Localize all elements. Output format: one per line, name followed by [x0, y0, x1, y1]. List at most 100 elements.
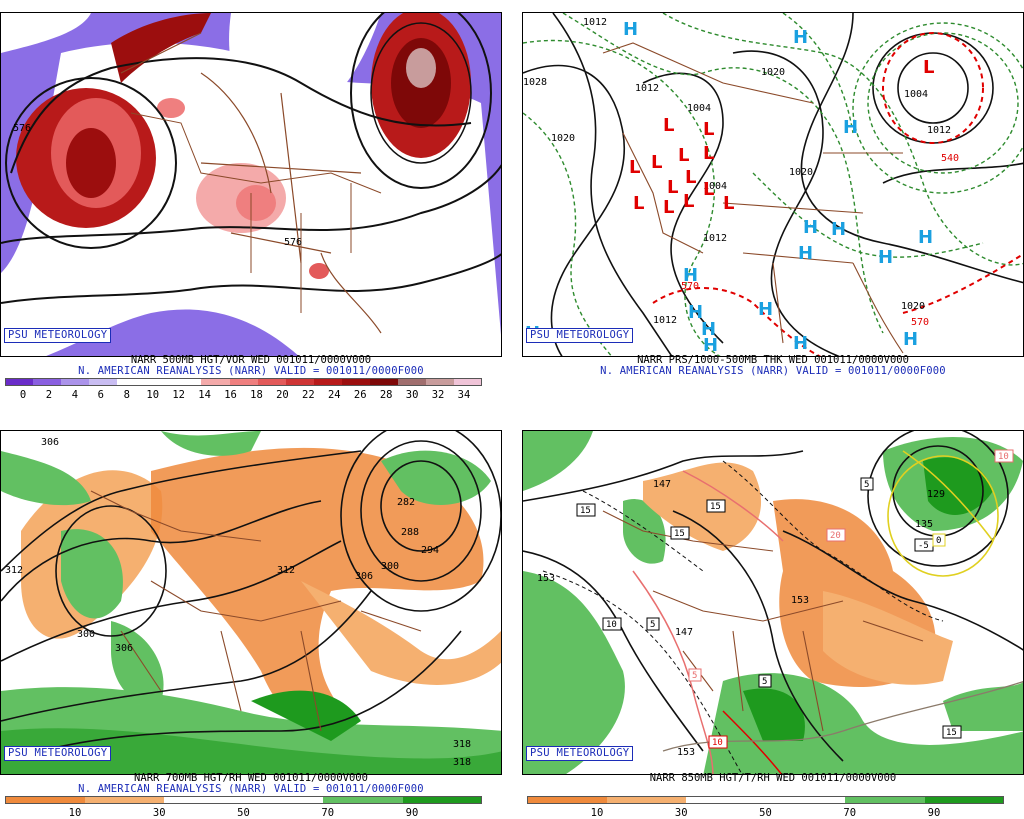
temperature-label: 5: [864, 480, 869, 490]
colorbar-swatch: [61, 378, 90, 386]
rh-colorbar-ticks: 10 30 50 70 90: [527, 807, 1004, 819]
high-pressure-symbol: H: [803, 217, 818, 238]
colorbar-tick-label: 50: [237, 807, 250, 819]
colorbar-swatch: [606, 796, 686, 804]
colorbar-swatch: [84, 796, 164, 804]
high-pressure-symbol: H: [623, 19, 638, 40]
caption-title: NARR PRS/1000-500MB THK WED 001011/0000V…: [637, 354, 909, 366]
pressure-label: 1004: [703, 181, 727, 192]
vor-label: 576: [13, 123, 31, 134]
colorbar-tick-label: 50: [759, 807, 772, 819]
height-label: 153: [537, 573, 555, 584]
pressure-label: 1012: [635, 83, 659, 94]
pressure-label: 1020: [761, 67, 785, 78]
rh-colorbar: [527, 796, 1004, 804]
high-pressure-symbol: H: [683, 265, 698, 286]
rh850-map: 147 153 153 147 153 129 135 -5 0 5 10 15 15 5 1…: [522, 430, 1024, 775]
colorbar-swatch: [686, 796, 766, 804]
colorbar-tick-label: 30: [674, 807, 688, 819]
vor-label: 576: [284, 237, 302, 248]
high-pressure-symbol: H: [793, 27, 808, 48]
temperature-label-box: [708, 735, 728, 749]
colorbar-tick-label: 18: [250, 389, 263, 401]
pressure-label: 1004: [687, 103, 711, 114]
height-label: 153: [677, 747, 695, 758]
temperature-label-box: [670, 526, 690, 540]
colorbar-swatch: [89, 378, 118, 386]
colorbar-swatch: [5, 796, 85, 804]
rh700-map: 312 312 306 300 306 282 288 294 300 306 …: [0, 430, 502, 775]
temperature-label-box: [994, 449, 1014, 463]
colorbar-swatch: [117, 378, 146, 386]
low-pressure-symbol: L: [629, 157, 640, 178]
temperature-label: -5: [918, 541, 929, 551]
colorbar-tick-label: 20: [276, 389, 289, 401]
high-pressure-symbol: H: [703, 335, 718, 356]
temperature-label: 5: [692, 671, 697, 681]
temperature-label-box: [576, 503, 596, 517]
height-label: 135: [915, 519, 933, 530]
vorticity-map: 576 576: [0, 12, 502, 357]
low-pressure-symbol: L: [923, 57, 934, 78]
temperature-label: 20: [830, 531, 841, 541]
height-label: 288: [401, 527, 419, 538]
colorbar-border: [5, 796, 482, 804]
pressure-label: 1028: [523, 77, 547, 88]
colorbar-swatch: [173, 378, 202, 386]
low-pressure-symbol: L: [703, 119, 714, 140]
colorbar-tick-label: 70: [843, 807, 857, 819]
high-pressure-symbol: H: [918, 227, 933, 248]
pressure-label: 1012: [703, 233, 727, 244]
colorbar-swatch: [323, 796, 403, 804]
height-label: 312: [277, 565, 295, 576]
colorbar-swatch: [845, 796, 925, 804]
colorbar-tick-label: 24: [327, 389, 341, 401]
colorbar-swatch: [164, 796, 244, 804]
temperature-label-box: [758, 674, 772, 688]
height-label: 306: [41, 437, 59, 448]
low-pressure-symbol: L: [703, 179, 714, 200]
rh-colorbar-ticks: 10 30 50 70 90: [5, 807, 482, 819]
high-pressure-symbol: H: [701, 319, 716, 340]
low-pressure-symbol: L: [723, 193, 734, 214]
colorbar-tick-label: 30: [152, 807, 166, 819]
temperature-label-box: [706, 499, 726, 513]
colorbar-swatch: [243, 796, 323, 804]
colorbar-tick-label: 28: [379, 389, 393, 401]
caption-valid: N. AMERICAN REANALYSIS (NARR) VALID = 00…: [600, 365, 946, 377]
colorbar-tick-label: 8: [123, 389, 130, 401]
colorbar-tick-label: 90: [405, 807, 419, 819]
colorbar-tick-label: 34: [457, 389, 471, 401]
colorbar-tick-label: 10: [68, 807, 82, 819]
colorbar-tick-label: 26: [353, 389, 367, 401]
high-pressure-symbol: H: [758, 299, 773, 320]
colorbar-tick-label: 0: [19, 389, 27, 401]
psu-badge: PSU METEOROLOGY: [4, 746, 112, 761]
pressure-label: 1012: [583, 17, 607, 28]
height-label: 318: [453, 757, 471, 768]
temperature-label: 15: [580, 506, 591, 516]
pressure-label: 1020: [789, 167, 813, 178]
temperature-label-box: [602, 617, 622, 631]
thickness-label: 540: [941, 153, 959, 164]
temperature-label-box: [688, 668, 702, 682]
colorbar-border: [527, 796, 1004, 804]
temperature-label-box: [826, 528, 846, 542]
high-pressure-symbol: H: [843, 117, 858, 138]
colorbar-tick-label: 4: [71, 389, 79, 401]
caption-valid: N. AMERICAN REANALYSIS (NARR) VALID = 00…: [78, 365, 424, 377]
low-pressure-symbol: L: [663, 197, 674, 218]
colorbar-tick-label: 14: [198, 389, 211, 401]
colorbar-tick-label: 22: [302, 389, 315, 401]
low-pressure-symbol: L: [683, 191, 694, 212]
height-label: 129: [927, 489, 945, 500]
pressure-label: 1012: [653, 315, 677, 326]
colorbar-tick-label: 10: [146, 389, 160, 401]
low-pressure-symbol: L: [667, 177, 678, 198]
colorbar-tick-label: 30: [405, 389, 419, 401]
pressure-label: 1012: [927, 125, 951, 136]
low-pressure-symbol: L: [685, 167, 696, 188]
caption-title: NARR 850MB HGT/T/RH WED 001011/0000V000: [649, 772, 897, 784]
pressure-label: 1004: [904, 89, 928, 100]
height-label: 153: [791, 595, 809, 606]
